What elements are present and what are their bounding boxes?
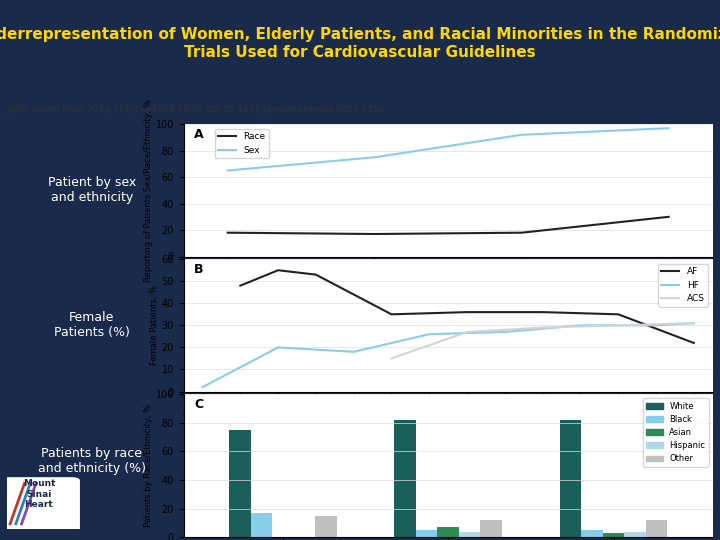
- Text: C: C: [194, 399, 203, 411]
- ACS: [539, 325, 547, 331]
- Y-axis label: Reporting of Patients Sex/Race/Ethnicity, %: Reporting of Patients Sex/Race/Ethnicity…: [144, 99, 153, 282]
- AF: [539, 309, 547, 315]
- ACS: [690, 320, 698, 326]
- Bar: [315, 516, 336, 537]
- Sex: [370, 154, 379, 160]
- Text: Patients by race
and ethnicity (%): Patients by race and ethnicity (%): [37, 447, 145, 475]
- Bar: [416, 530, 438, 537]
- AF: [614, 311, 623, 318]
- HF: [274, 344, 282, 350]
- HF: [576, 322, 585, 328]
- Line: AF: AF: [240, 270, 694, 343]
- HF: [425, 331, 433, 338]
- HF: [198, 384, 207, 390]
- Line: Sex: Sex: [228, 128, 669, 171]
- AF: [312, 272, 320, 278]
- Sex: [665, 125, 673, 131]
- AF: [236, 282, 245, 289]
- Y-axis label: Patients by Race/Ethnicity, %: Patients by Race/Ethnicity, %: [144, 404, 153, 528]
- Bar: [229, 430, 251, 537]
- Legend: White, Black, Asian, Hispanic, Other: White, Black, Asian, Hispanic, Other: [643, 399, 708, 467]
- Race: [223, 230, 232, 236]
- Race: [518, 230, 526, 236]
- Y-axis label: Female Patients, %: Female Patients, %: [150, 285, 158, 366]
- Line: ACS: ACS: [392, 323, 694, 359]
- Line: Race: Race: [228, 217, 669, 234]
- AF: [463, 309, 472, 315]
- Legend: AF, HF, ACS: AF, HF, ACS: [658, 264, 708, 307]
- HF: [652, 322, 660, 328]
- Text: A: A: [194, 128, 204, 141]
- Bar: [251, 513, 272, 537]
- AF: [690, 340, 698, 346]
- Bar: [395, 420, 416, 537]
- Bar: [603, 533, 624, 537]
- ACS: [463, 329, 472, 335]
- Bar: [480, 520, 502, 537]
- Legend: Race, Sex: Race, Sex: [215, 129, 269, 158]
- Text: Female
Patients (%): Female Patients (%): [54, 312, 130, 339]
- Race: [370, 231, 379, 237]
- AF: [274, 267, 282, 273]
- Bar: [624, 531, 646, 537]
- Bar: [438, 527, 459, 537]
- Text: Underrepresentation of Women, Elderly Patients, and Racial Minorities in the Ran: Underrepresentation of Women, Elderly Pa…: [0, 27, 720, 59]
- HF: [500, 329, 509, 335]
- Sex: [518, 132, 526, 138]
- Bar: [581, 530, 603, 537]
- HF: [349, 349, 358, 355]
- Text: Patient by sex
and ethnicity: Patient by sex and ethnicity: [48, 177, 136, 204]
- ACS: [387, 355, 396, 362]
- Race: [665, 213, 673, 220]
- FancyBboxPatch shape: [0, 478, 79, 532]
- Text: JAMA Intern Med. 2014;174(11):1868-1870. doi:10.1001/jamainternmed.2014.4758: JAMA Intern Med. 2014;174(11):1868-1870.…: [7, 105, 384, 114]
- AF: [387, 311, 396, 318]
- Text: Mount
Sinai
Heart: Mount Sinai Heart: [22, 479, 55, 509]
- ACS: [614, 322, 623, 328]
- Bar: [560, 420, 581, 537]
- Bar: [646, 520, 667, 537]
- Line: HF: HF: [202, 323, 694, 387]
- Sex: [223, 167, 232, 174]
- Text: B: B: [194, 263, 204, 276]
- Bar: [459, 531, 480, 537]
- HF: [690, 320, 698, 326]
